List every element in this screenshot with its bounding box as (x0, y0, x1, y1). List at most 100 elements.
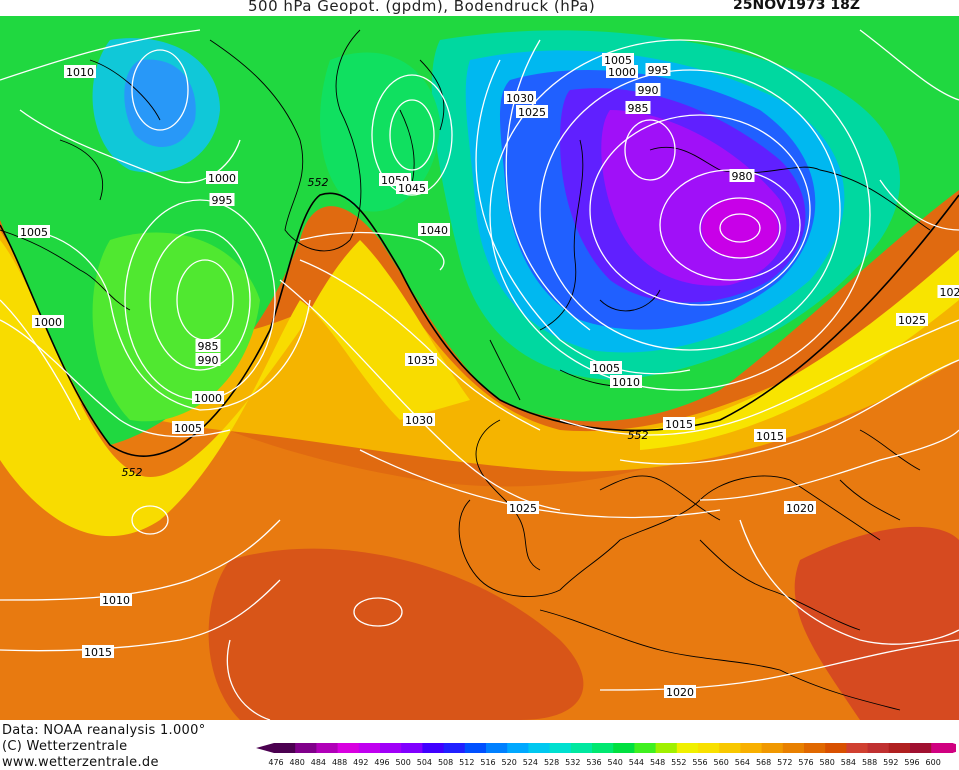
isobar-label: 1010 (100, 593, 132, 607)
legend-tick-label: 532 (565, 758, 580, 767)
isobar-label: 1005 (602, 53, 634, 67)
legend-tick-label: 592 (883, 758, 898, 767)
isobar-label: 1005 (172, 421, 204, 435)
legend-tick-label: 548 (650, 758, 665, 767)
isobar-label-text: 1025 (898, 314, 926, 327)
legend-swatch (528, 743, 551, 753)
isobar-label-text: 1010 (66, 66, 94, 79)
legend-swatch (401, 743, 423, 753)
map-header: 500 hPa Geopot. (gpdm), Bodendruck (hPa)… (0, 0, 959, 16)
fill-magenta-core (702, 198, 778, 258)
isobar-label: 990 (635, 83, 661, 97)
isobar-label-text: 1025 (509, 502, 537, 515)
legend-tick-label: 560 (714, 758, 729, 767)
isobar-label: 1010 (610, 375, 642, 389)
data-source-credit: Data: NOAA reanalysis 1.000° (2, 723, 206, 738)
map-date: 25NOV1973 18Z (733, 0, 861, 13)
isobar-label: 990 (195, 353, 221, 367)
legend-tick-label: 528 (544, 758, 559, 767)
isobar-label-text: 980 (732, 170, 753, 183)
isobar-label: 1015 (754, 429, 786, 443)
isobar-label-text: 985 (628, 102, 649, 115)
legend-swatch (846, 743, 869, 753)
isobar-label-text: 1030 (405, 414, 433, 427)
legend-swatch (337, 743, 360, 753)
isobar-label: 1025 (507, 501, 539, 515)
legend-swatch (274, 743, 296, 753)
isobar-label: 1030 (504, 91, 536, 105)
legend-tick-label: 596 (904, 758, 919, 767)
legend-tick-label: 476 (268, 758, 283, 767)
coastlines (0, 29, 931, 711)
isobar-label-text: 1005 (174, 422, 202, 435)
legend-tick-label: 520 (502, 758, 517, 767)
legend-swatch (507, 743, 529, 753)
legend-swatch (804, 743, 826, 753)
legend-swatch (464, 743, 487, 753)
isobar-label: 1040 (418, 223, 450, 237)
isobar-label-text: 1000 (608, 66, 636, 79)
isobar-label: 1000 (32, 315, 64, 329)
isobar-label-text: 1010 (612, 376, 640, 389)
isobar-label-text: 1020 (666, 686, 694, 699)
fill-green-greenland (320, 52, 440, 212)
isobar-label-text: 1005 (604, 54, 632, 67)
legend-tick-label: 556 (692, 758, 707, 767)
legend-tick-label: 540 (608, 758, 623, 767)
legend-swatch (570, 743, 593, 753)
isobar-label-text: 995 (648, 64, 669, 77)
legend-swatch (486, 743, 508, 753)
legend-tick-label: 492 (353, 758, 368, 767)
isobar-label-text: 1015 (756, 430, 784, 443)
fill-deep-orange-east (794, 526, 959, 720)
isobar-label-text: 1035 (407, 354, 435, 367)
isobar-label: 1015 (663, 417, 695, 431)
isobar-label-text: 1020 (786, 502, 814, 515)
legend-swatch (295, 743, 317, 753)
isobar-label: 1015 (82, 645, 114, 659)
isobar-label: 1005 (590, 361, 622, 375)
contour-label: 552 (122, 466, 143, 479)
legend-tick-label: 564 (735, 758, 750, 767)
fill-yellow-band (0, 240, 470, 537)
isobar-label: 1010 (64, 65, 96, 79)
isobar-label: 985 (195, 339, 221, 353)
legend-tick-label: 512 (459, 758, 474, 767)
contour-label: 552 (628, 429, 649, 442)
contour-label: 552 (308, 176, 329, 189)
legend-swatch (613, 743, 635, 753)
legend-swatch (316, 743, 339, 753)
legend-tick-label: 524 (523, 758, 538, 767)
legend-tick-label: 536 (586, 758, 601, 767)
legend-tick-label: 576 (798, 758, 813, 767)
legend-tick-label: 488 (332, 758, 347, 767)
legend-tick-label: 584 (841, 758, 856, 767)
isobar-label: 995 (209, 193, 235, 207)
legend-tick-label: 552 (671, 758, 686, 767)
isobar-label-text: 995 (212, 194, 233, 207)
weather-map: 1010100099510051000985990100010055521050… (0, 16, 959, 720)
isobar-label: 1025 (896, 313, 928, 327)
legend-tick-label: 480 (290, 758, 305, 767)
legend-swatch (910, 743, 932, 753)
isobar-label-text: 552 (308, 176, 329, 189)
legend-swatch (634, 743, 657, 753)
legend-swatch (358, 743, 381, 753)
contour-552 (0, 192, 959, 457)
isobar-label-text: 990 (638, 84, 659, 97)
isobar-labels: 1010100099510051000985990100010055521050… (18, 53, 959, 699)
isobar-label-text: 102 (940, 286, 959, 299)
legend-tick-label: 568 (756, 758, 771, 767)
isobar-label: 995 (645, 63, 671, 77)
legend-tick-label: 504 (417, 758, 432, 767)
legend-tick-label: 588 (862, 758, 877, 767)
legend-swatch (380, 743, 402, 753)
isobar-label-text: 990 (198, 354, 219, 367)
legend-swatch (443, 743, 466, 753)
fill-light-green (92, 232, 260, 422)
isobar-label: 1025 (516, 105, 548, 119)
isobar-label: 1020 (664, 685, 696, 699)
legend-swatch (592, 743, 614, 753)
legend-tick-label: 600 (926, 758, 941, 767)
isobar-label: 102 (937, 285, 959, 299)
